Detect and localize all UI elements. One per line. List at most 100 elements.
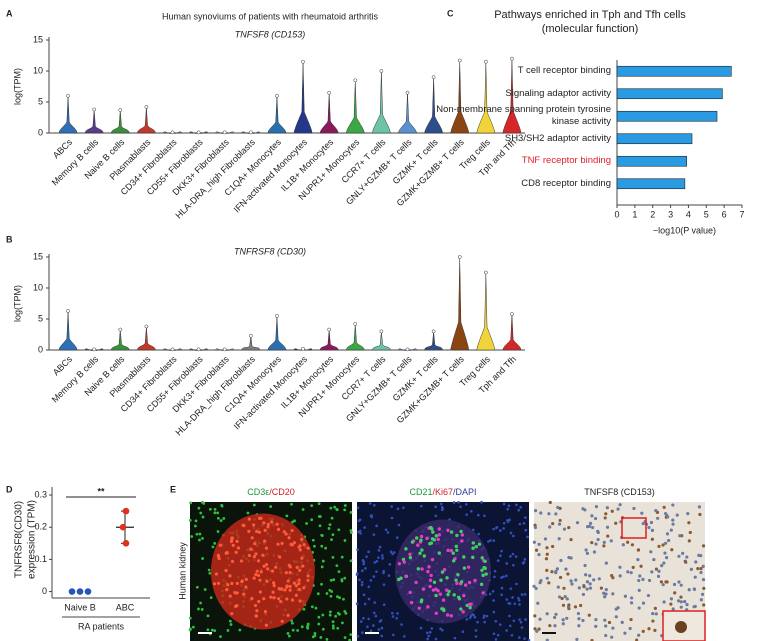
- cell: [195, 585, 199, 589]
- cell: [280, 619, 284, 623]
- cell: [590, 541, 594, 545]
- cell: [294, 593, 298, 597]
- outlier-point: [431, 329, 436, 334]
- cell: [306, 546, 310, 550]
- cell: [430, 527, 434, 531]
- cell: [276, 527, 281, 531]
- cell: [225, 550, 229, 555]
- cell: [507, 504, 511, 508]
- cell: [246, 511, 250, 515]
- cell: [508, 518, 511, 522]
- cell: [537, 542, 541, 546]
- x-tick-label: ABC: [116, 602, 135, 612]
- cell: [560, 596, 564, 601]
- cell: [664, 556, 669, 560]
- y-tick-label: 10: [33, 282, 43, 292]
- image-title-part: /DAPI: [453, 487, 477, 497]
- cell: [499, 554, 502, 558]
- data-point: [68, 588, 76, 595]
- cell: [361, 631, 364, 635]
- cell: [480, 568, 484, 572]
- cell: [256, 559, 261, 563]
- cell: [637, 578, 641, 583]
- cell: [467, 602, 472, 607]
- cell: [618, 574, 622, 578]
- cell: [422, 554, 426, 558]
- cell: [310, 605, 314, 609]
- cell: [310, 518, 314, 522]
- cell: [611, 592, 615, 596]
- x-axis-label: RA patients: [78, 621, 125, 631]
- cell: [263, 610, 268, 614]
- cell: [249, 547, 253, 551]
- y-tick-label: SH3/SH2 adaptor activity: [504, 132, 611, 144]
- chart-subtitle: TNFRSF8 (CD30): [234, 246, 306, 256]
- cell: [259, 570, 263, 574]
- cell: [467, 580, 472, 585]
- cell: [229, 538, 234, 542]
- cell: [687, 521, 691, 525]
- cell: [434, 611, 438, 615]
- y-tick-label: 15: [33, 251, 43, 261]
- cell: [302, 586, 306, 590]
- y-tick-label: Signaling adaptor activity: [505, 87, 611, 99]
- cell: [701, 564, 705, 568]
- cell: [561, 618, 565, 622]
- cell: [499, 529, 502, 532]
- cell: [441, 607, 446, 611]
- cell: [430, 627, 434, 630]
- x-tick-label: ABCs: [51, 137, 75, 161]
- cell: [366, 625, 369, 629]
- cell: [272, 584, 276, 588]
- cell: [404, 547, 408, 551]
- cell: [466, 565, 471, 569]
- cell: [428, 541, 432, 546]
- cell: [651, 612, 655, 616]
- cell: [283, 588, 287, 592]
- cell: [302, 543, 306, 547]
- cell: [244, 577, 248, 581]
- cell: [362, 560, 366, 564]
- outlier-point: [379, 329, 384, 334]
- cell: [557, 537, 561, 541]
- cell: [506, 507, 510, 511]
- cell: [294, 584, 299, 588]
- cell: [497, 559, 500, 562]
- cell: [255, 529, 259, 534]
- cell: [512, 534, 515, 538]
- cell: [340, 621, 344, 625]
- chart-title: Human synoviums of patients with rheumat…: [162, 11, 379, 21]
- cell: [500, 549, 503, 553]
- cell: [515, 503, 518, 507]
- cell: [654, 509, 658, 513]
- cell: [436, 537, 440, 542]
- cell: [641, 522, 645, 526]
- cell: [379, 619, 383, 622]
- cell: [228, 594, 232, 598]
- cell: [533, 509, 538, 513]
- cell: [515, 582, 518, 586]
- cell: [235, 539, 239, 543]
- cell: [359, 620, 363, 623]
- outlier-point: [118, 108, 123, 112]
- cell: [288, 570, 292, 575]
- cell: [459, 580, 464, 584]
- cell: [512, 619, 516, 623]
- cell: [548, 500, 552, 505]
- cell: [594, 505, 599, 509]
- cell: [189, 627, 192, 631]
- cell: [508, 624, 512, 628]
- cell: [404, 574, 408, 578]
- cell: [288, 565, 292, 569]
- cell: [335, 507, 339, 511]
- cell: [556, 585, 560, 589]
- cell: [408, 590, 412, 595]
- cell: [210, 628, 214, 632]
- cell: [329, 594, 333, 598]
- cell: [400, 623, 403, 626]
- outlier-point: [275, 93, 279, 98]
- outlier-point: [353, 78, 358, 83]
- cell: [664, 580, 668, 584]
- cell: [271, 590, 275, 594]
- cell: [638, 574, 642, 578]
